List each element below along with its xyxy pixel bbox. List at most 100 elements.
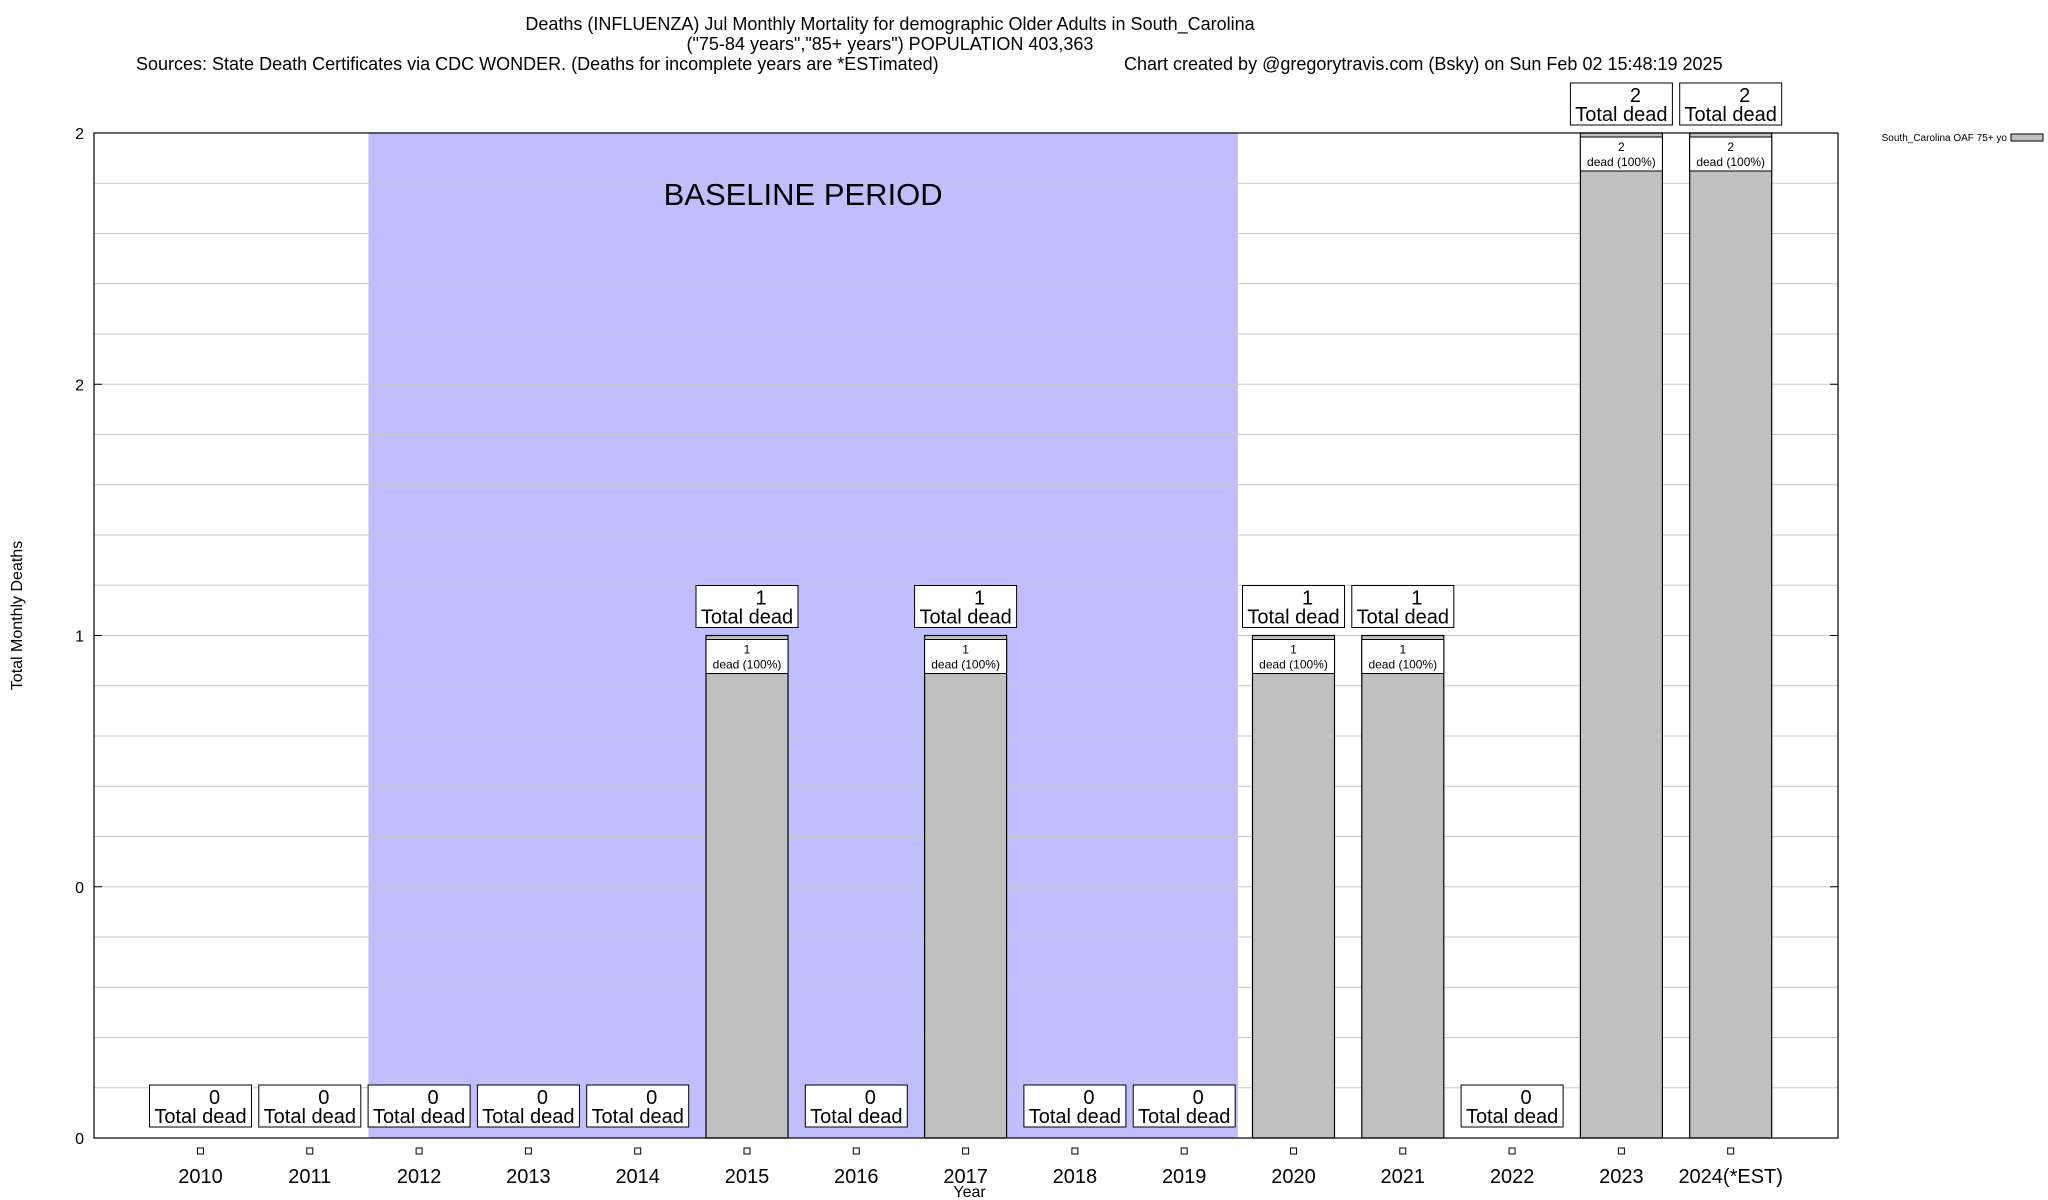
y-tick-label: 2 — [75, 126, 84, 143]
x-tick-label: 2020 — [1271, 1166, 1316, 1188]
y-tick-label: 0 — [75, 1131, 84, 1148]
total-label-number: 0 — [865, 1087, 876, 1109]
total-label-number: 0 — [318, 1087, 329, 1109]
chart-title-line-2: ("75-84 years","85+ years") POPULATION 4… — [686, 34, 1094, 54]
bar-value-box — [705, 639, 789, 674]
total-label-text: Total dead — [701, 607, 793, 629]
total-label-text: Total dead — [482, 1106, 574, 1128]
bar-value-box — [1361, 639, 1445, 674]
total-label-box — [1242, 585, 1345, 628]
total-label-box — [1460, 1084, 1564, 1128]
baseline-period-label: BASELINE PERIOD — [664, 177, 943, 212]
total-label-box — [1569, 82, 1673, 126]
legend-swatch — [2010, 133, 2044, 142]
bar-value-number: 1 — [962, 643, 969, 657]
x-tick-label: 2010 — [178, 1166, 223, 1188]
x-tick-marker — [1617, 1147, 1625, 1155]
x-tick-label: 2014 — [615, 1166, 660, 1188]
x-tick-marker — [306, 1147, 314, 1155]
bar — [1251, 634, 1336, 1139]
bar-value-label: dead (100%) — [931, 658, 1000, 672]
total-label-number: 0 — [209, 1087, 220, 1109]
x-tick-label: 2017 — [943, 1166, 988, 1188]
x-tick-label: 2016 — [834, 1166, 879, 1188]
chart-sources-text: Sources: State Death Certificates via CD… — [136, 54, 939, 74]
bar-value-label: dead (100%) — [1259, 658, 1328, 672]
bar-value-label: dead (100%) — [1587, 155, 1656, 169]
total-label-box — [695, 585, 799, 628]
total-label-box — [476, 1084, 580, 1128]
total-label-text: Total dead — [1247, 607, 1339, 629]
x-axis-label: Year — [953, 1184, 986, 1200]
total-label-box — [914, 585, 1018, 628]
total-label-box — [1351, 585, 1455, 628]
total-label-number: 0 — [1083, 1087, 1094, 1109]
bar-value-number: 1 — [1290, 643, 1297, 657]
x-tick-marker — [197, 1147, 204, 1155]
x-tick-marker — [634, 1147, 642, 1155]
bar — [1579, 132, 1664, 1139]
total-label-text: Total dead — [1466, 1106, 1558, 1128]
bar-value-number: 2 — [1727, 140, 1734, 154]
chart-credit-text: Chart created by @gregorytravis.com (Bsk… — [1124, 54, 1723, 74]
x-tick-marker — [415, 1147, 423, 1155]
total-label-box — [149, 1084, 252, 1128]
bar-value-number: 1 — [744, 643, 751, 657]
total-label-number: 0 — [428, 1087, 439, 1109]
x-tick-label: 2023 — [1599, 1166, 1644, 1188]
bar-value-label: dead (100%) — [1368, 658, 1437, 672]
x-tick-label: 2022 — [1490, 1166, 1535, 1188]
total-label-text: Total dead — [592, 1106, 684, 1128]
x-tick-label: 2013 — [506, 1166, 551, 1188]
total-label-box — [1132, 1084, 1236, 1128]
y-tick-label: 0 — [75, 880, 84, 897]
x-tick-label: 2018 — [1053, 1166, 1098, 1188]
total-label-text: Total dead — [1357, 607, 1449, 629]
total-label-number: 1 — [974, 588, 985, 610]
x-tick-label: 2015 — [725, 1166, 770, 1188]
total-label-number: 2 — [1739, 85, 1750, 107]
total-label-text: Total dead — [264, 1106, 356, 1128]
x-tick-label: 2021 — [1381, 1166, 1426, 1188]
x-tick-marker — [852, 1147, 860, 1155]
total-label-text: Total dead — [154, 1106, 246, 1128]
x-tick-marker — [1508, 1147, 1516, 1155]
total-label-number: 0 — [1521, 1087, 1532, 1109]
legend-entry-label: South_Carolina OAF 75+ yo — [1882, 133, 2008, 144]
x-tick-label: 2012 — [397, 1166, 442, 1188]
x-tick-label: 2019 — [1162, 1166, 1207, 1188]
x-tick-marker — [1180, 1147, 1188, 1155]
total-label-number: 1 — [1302, 588, 1313, 610]
total-label-number: 1 — [1411, 588, 1422, 610]
bar — [1689, 132, 1773, 1139]
x-tick-label: 2011 — [288, 1166, 331, 1188]
x-tick-marker — [1290, 1147, 1297, 1155]
total-label-number: 0 — [537, 1087, 548, 1109]
total-label-number: 0 — [646, 1087, 657, 1109]
bar — [923, 634, 1008, 1139]
y-tick-label: 1 — [75, 629, 84, 646]
bar-value-box — [1252, 639, 1335, 674]
bar-value-box — [924, 639, 1008, 674]
total-label-text: Total dead — [1138, 1106, 1230, 1128]
y-tick-label: 2 — [75, 377, 84, 394]
total-label-text: Total dead — [810, 1106, 902, 1128]
total-label-text: Total dead — [919, 607, 1011, 629]
chart-title-line-1: Deaths (INFLUENZA) Jul Monthly Mortality… — [525, 14, 1255, 34]
x-tick-label: 2024(*EST) — [1678, 1166, 1783, 1188]
total-label-box — [1023, 1084, 1127, 1128]
total-label-text: Total dead — [1575, 104, 1667, 126]
total-label-box — [367, 1084, 471, 1128]
x-tick-marker — [962, 1147, 970, 1155]
bar-value-number: 2 — [1618, 140, 1625, 154]
x-tick-marker — [1071, 1147, 1079, 1155]
total-label-number: 2 — [1630, 85, 1641, 107]
total-label-number: 1 — [755, 588, 766, 610]
x-tick-marker — [524, 1147, 532, 1155]
bar-value-label: dead (100%) — [1696, 155, 1765, 169]
x-tick-marker — [1399, 1147, 1407, 1155]
x-tick-marker — [743, 1147, 751, 1155]
total-label-box — [258, 1084, 362, 1128]
